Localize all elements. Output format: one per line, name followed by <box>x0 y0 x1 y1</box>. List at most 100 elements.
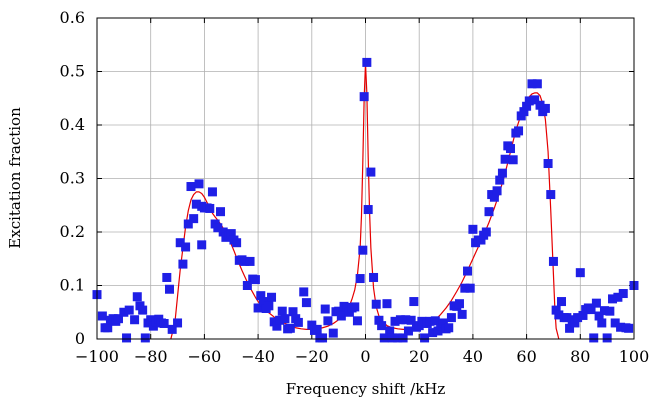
data-point <box>446 313 456 323</box>
x-tick-label: 0 <box>360 347 370 366</box>
data-point <box>369 272 379 282</box>
data-point <box>216 207 226 217</box>
tick-labels: −100 −80 −60 −40 −20 0 20 40 60 80 100 0 0.1 0.2 0.3 0.… <box>60 8 650 366</box>
data-point <box>162 272 172 282</box>
data-point <box>602 333 612 343</box>
data-point <box>355 274 365 284</box>
data-point <box>597 318 607 328</box>
data-point <box>175 238 185 248</box>
data-point <box>417 316 427 326</box>
data-point <box>138 305 148 315</box>
x-axis-title: Frequency shift /kHz <box>286 380 446 398</box>
data-point <box>181 242 191 252</box>
data-point <box>540 103 550 113</box>
x-tick-label: 100 <box>619 347 650 366</box>
data-point <box>454 299 464 309</box>
data-point <box>132 292 142 302</box>
data-point <box>618 289 628 299</box>
data-point <box>430 316 440 326</box>
data-point <box>366 167 376 177</box>
data-point <box>524 96 534 106</box>
data-point <box>599 306 609 316</box>
data-point <box>608 294 618 304</box>
data-point <box>616 322 626 332</box>
data-point <box>409 297 419 307</box>
data-point <box>406 315 416 325</box>
data-point <box>589 333 599 343</box>
data-point <box>323 316 333 326</box>
data-point <box>610 318 620 328</box>
data-point <box>350 302 360 312</box>
plot-frame-top <box>96 17 635 340</box>
data-point <box>570 318 580 328</box>
data-point <box>395 315 405 325</box>
data-point <box>159 318 169 328</box>
data-point <box>573 313 583 323</box>
data-point <box>465 283 475 293</box>
data-point <box>514 126 524 136</box>
y-tick-label: 0.6 <box>60 8 85 27</box>
x-tick-label: −100 <box>75 347 119 366</box>
data-point <box>551 305 561 315</box>
data-point <box>497 168 507 178</box>
data-point <box>481 227 491 237</box>
y-tick-label: 0 <box>75 329 85 348</box>
data-point <box>146 315 156 325</box>
data-point <box>189 214 199 224</box>
data-point <box>433 326 443 336</box>
data-point <box>362 57 372 67</box>
data-point <box>605 306 615 316</box>
data-point <box>401 315 411 325</box>
data-point <box>122 333 132 343</box>
data-point <box>393 333 403 343</box>
data-point <box>425 316 435 326</box>
data-point <box>398 333 408 343</box>
data-point <box>218 227 228 237</box>
data-point <box>358 245 368 255</box>
y-tick-label: 0.1 <box>60 276 85 295</box>
data-point <box>240 256 250 266</box>
data-point <box>213 223 223 233</box>
data-point <box>543 159 553 169</box>
data-point <box>546 190 556 200</box>
data-point <box>140 333 150 343</box>
data-point <box>164 284 174 294</box>
data-point <box>371 299 381 309</box>
x-tick-label: 60 <box>516 347 536 366</box>
data-point <box>119 307 129 317</box>
data-point <box>548 256 558 266</box>
data-point <box>387 333 397 343</box>
data-point <box>256 291 266 301</box>
x-tick-label: −60 <box>188 347 222 366</box>
data-point <box>277 306 287 316</box>
data-point <box>586 305 596 315</box>
data-point <box>484 207 494 217</box>
data-point <box>167 324 177 334</box>
data-point <box>299 287 309 297</box>
data-point <box>245 256 255 266</box>
data-point <box>428 328 438 338</box>
data-point <box>334 306 344 316</box>
data-point <box>173 318 183 328</box>
data-point <box>103 323 113 333</box>
data-point <box>113 314 123 324</box>
data-point <box>500 154 510 164</box>
data-point <box>275 315 285 325</box>
data-point <box>530 95 540 105</box>
data-point <box>328 328 338 338</box>
data-point <box>527 79 537 89</box>
data-point <box>363 205 373 215</box>
x-tick-label: 40 <box>463 347 483 366</box>
data-point <box>460 283 470 293</box>
data-point <box>489 192 499 202</box>
data-point <box>186 182 196 192</box>
data-point <box>280 314 290 324</box>
data-point <box>420 333 430 343</box>
data-point <box>444 323 454 333</box>
y-tick-label: 0.4 <box>60 115 85 134</box>
data-point <box>183 219 193 229</box>
x-tick-label: −40 <box>241 347 275 366</box>
data-point <box>505 144 515 154</box>
data-point <box>352 316 362 326</box>
